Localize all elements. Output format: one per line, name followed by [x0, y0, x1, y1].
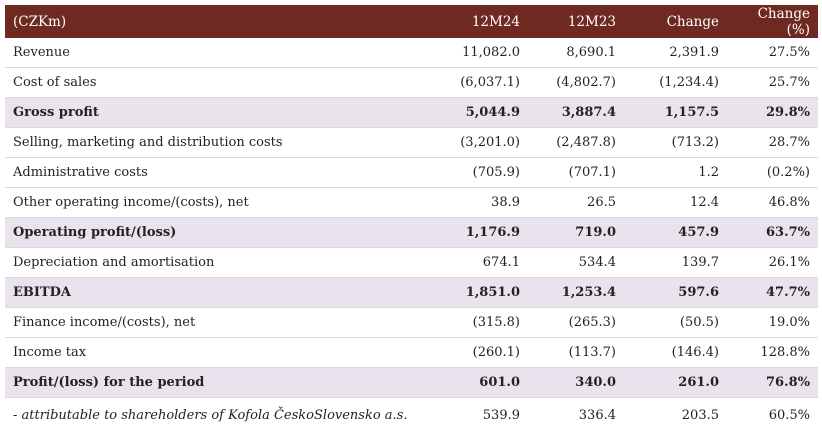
table-row: Income tax (260.1) (113.7) (146.4) 128.8% — [5, 337, 818, 368]
table-row: Gross profit 5,044.9 3,887.4 1,157.5 29.8% — [5, 97, 818, 128]
table-header-row: (CZKm) 12M24 12M23 Change Change (%) — [5, 5, 818, 38]
table-row: Depreciation and amortisation 674.1 534.4 1… — [5, 247, 818, 278]
value-12m23: 1,253.4 — [528, 277, 624, 308]
value-12m24: (3,201.0) — [422, 127, 528, 158]
value-12m23: (4,802.7) — [528, 67, 624, 98]
value-change-pct: 76.8% — [727, 367, 818, 398]
value-change: 261.0 — [624, 367, 727, 398]
value-change-pct: 47.7% — [727, 277, 818, 308]
header-12m23: 12M23 — [528, 5, 624, 38]
value-12m24: (315.8) — [422, 307, 528, 338]
row-label: Other operating income/(costs), net — [5, 187, 422, 218]
value-12m24: (260.1) — [422, 337, 528, 368]
table-row: Finance income/(costs), net (315.8) (265.3… — [5, 307, 818, 338]
value-12m23: 3,887.4 — [528, 97, 624, 128]
row-label: Cost of sales — [5, 67, 422, 98]
value-12m24: 1,176.9 — [422, 217, 528, 248]
value-12m23: (707.1) — [528, 157, 624, 188]
value-12m24: 1,851.0 — [422, 277, 528, 308]
header-change: Change — [624, 5, 727, 38]
value-change: 12.4 — [624, 187, 727, 218]
value-change: 203.5 — [681, 408, 719, 423]
value-12m23: 26.5 — [528, 187, 624, 218]
value-change: (50.5) — [624, 307, 727, 338]
value-change: 597.6 — [624, 277, 727, 308]
value-change-pct: 28.7% — [727, 127, 818, 158]
table-row: Selling, marketing and distribution cost… — [5, 127, 818, 158]
value-12m23: (265.3) — [528, 307, 624, 338]
table-row: Other operating income/(costs), net 38.9 2… — [5, 187, 818, 218]
row-label: Selling, marketing and distribution cost… — [5, 127, 422, 158]
value-12m24: (705.9) — [422, 157, 528, 188]
value-change: 1,157.5 — [624, 97, 727, 128]
row-label: Operating profit/(loss) — [5, 217, 422, 248]
value-12m24: 539.9 — [482, 408, 520, 423]
value-12m24: 38.9 — [422, 187, 528, 218]
value-change: (713.2) — [624, 127, 727, 158]
header-12m24: 12M24 — [422, 5, 528, 38]
table-row-attributable: - attributable to shareholders of Kofola… — [5, 398, 818, 434]
table-row: Profit/(loss) for the period 601.0 340.0 26… — [5, 367, 818, 398]
header-unit: (CZKm) — [5, 5, 422, 38]
table-row: EBITDA 1,851.0 1,253.4 597.6 47.7% — [5, 277, 818, 308]
value-change-pct: (0.2%) — [727, 157, 818, 188]
value-change-pct: 60.5% — [768, 408, 810, 423]
value-change-pct: 26.1% — [727, 247, 818, 278]
value-change-pct: 63.7% — [727, 217, 818, 248]
table-row: Revenue 11,082.0 8,690.1 2,391.9 27.5% — [5, 38, 818, 68]
row-label: Administrative costs — [5, 157, 422, 188]
value-change: (1,234.4) — [624, 67, 727, 98]
value-12m23: (113.7) — [528, 337, 624, 368]
value-change-pct: 27.5% — [727, 38, 818, 68]
value-change-pct: 19.0% — [727, 307, 818, 338]
row-label: Finance income/(costs), net — [5, 307, 422, 338]
table-row: Operating profit/(loss) 1,176.9 719.0 457.9… — [5, 217, 818, 248]
value-change-pct: 25.7% — [727, 67, 818, 98]
value-12m23: 534.4 — [528, 247, 624, 278]
table-body: Revenue 11,082.0 8,690.1 2,391.9 27.5% Cost o… — [5, 38, 818, 433]
value-change: 139.7 — [624, 247, 727, 278]
financial-summary-table: (CZKm) 12M24 12M23 Change Change (%) Rev… — [5, 5, 818, 433]
value-change: 2,391.9 — [624, 38, 727, 68]
row-label: EBITDA — [5, 277, 422, 308]
value-change: 1.2 — [624, 157, 727, 188]
value-change-pct: 29.8% — [727, 97, 818, 128]
header-change-pct: Change (%) — [727, 5, 818, 38]
row-label: Revenue — [5, 38, 422, 68]
table-row: Administrative costs (705.9) (707.1) 1.2 (0.… — [5, 157, 818, 188]
value-change: 457.9 — [624, 217, 727, 248]
value-12m24: 5,044.9 — [422, 97, 528, 128]
value-12m24: 601.0 — [422, 367, 528, 398]
row-label: Gross profit — [5, 97, 422, 128]
value-12m24: 674.1 — [422, 247, 528, 278]
value-12m24: 11,082.0 — [422, 38, 528, 68]
row-label: Profit/(loss) for the period — [5, 367, 422, 398]
value-12m23: 336.4 — [578, 408, 616, 423]
value-12m23: 8,690.1 — [528, 38, 624, 68]
value-change-pct: 46.8% — [727, 187, 818, 218]
row-label: Depreciation and amortisation — [5, 247, 422, 278]
row-label: - attributable to shareholders of Kofola… — [13, 408, 408, 423]
value-change-pct: 128.8% — [727, 337, 818, 368]
value-12m23: (2,487.8) — [528, 127, 624, 158]
value-12m23: 719.0 — [528, 217, 624, 248]
value-12m23: 340.0 — [528, 367, 624, 398]
value-12m24: (6,037.1) — [422, 67, 528, 98]
value-change: (146.4) — [624, 337, 727, 368]
table-row: Cost of sales (6,037.1) (4,802.7) (1,234.4)… — [5, 67, 818, 98]
row-label: Income tax — [5, 337, 422, 368]
